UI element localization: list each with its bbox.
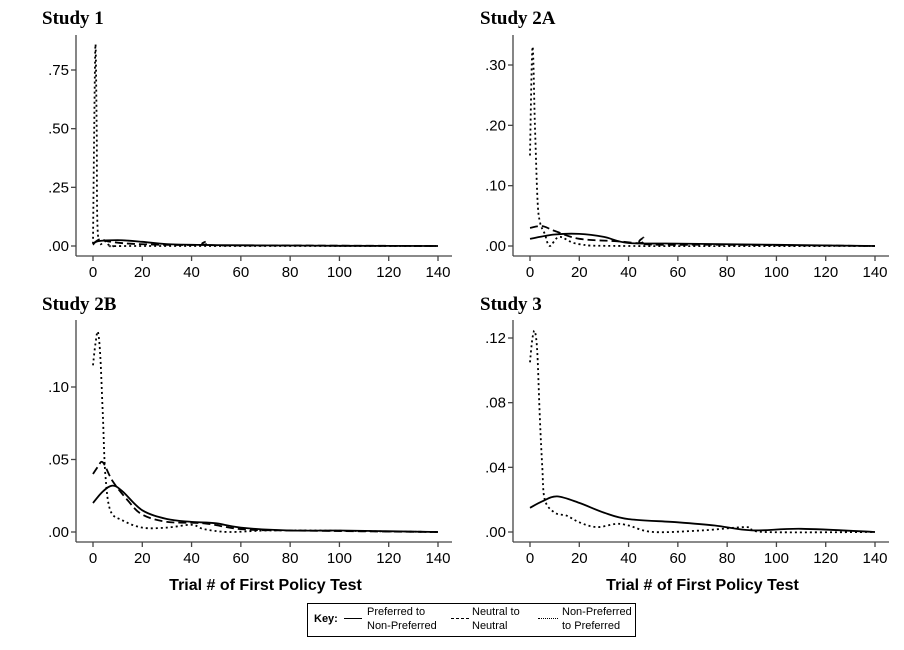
series-line-dotted [92, 330, 439, 533]
legend: Key: Preferred to Non-Preferred Neutral … [307, 603, 636, 637]
series-line-solid [529, 495, 876, 533]
x-tick-label: 100 [327, 550, 352, 567]
y-tick-label: .00 [485, 524, 506, 541]
panel-title: Study 3 [480, 294, 542, 315]
x-tick-label: 100 [327, 264, 352, 281]
x-tick-label: 120 [813, 264, 838, 281]
y-tick-label: .20 [485, 117, 506, 134]
x-tick-label: 0 [89, 264, 97, 281]
x-tick-label: 60 [233, 550, 250, 567]
series-line-dashed [529, 225, 876, 247]
x-tick-label: 80 [719, 550, 736, 567]
x-tick-label: 100 [764, 550, 789, 567]
x-tick-label: 80 [282, 264, 299, 281]
legend-label: Neutral [472, 620, 508, 632]
x-tick-label: 20 [134, 550, 151, 567]
x-tick-label: 140 [862, 550, 887, 567]
x-tick-label: 120 [813, 550, 838, 567]
x-tick-label: 0 [89, 550, 97, 567]
y-tick-label: .75 [48, 62, 69, 79]
y-tick-label: .04 [485, 459, 506, 476]
y-tick-label: .08 [485, 395, 506, 412]
x-tick-label: 20 [571, 550, 588, 567]
y-tick-label: .00 [48, 524, 69, 541]
y-tick-label: .00 [485, 238, 506, 255]
y-tick-label: .10 [48, 379, 69, 396]
x-tick-label: 80 [282, 550, 299, 567]
legend-label: Non-Preferred [367, 620, 437, 632]
series-line-dotted [92, 43, 438, 248]
legend-title: Key: [314, 613, 338, 625]
x-tick-label: 40 [620, 550, 637, 567]
x-tick-label: 0 [526, 264, 534, 281]
panel-title: Study 2B [42, 294, 117, 315]
series-line-dotted [529, 329, 876, 534]
x-tick-label: 40 [183, 550, 200, 567]
x-tick-label: 0 [526, 550, 534, 567]
x-tick-label: 140 [425, 550, 450, 567]
y-tick-label: .30 [485, 57, 506, 74]
x-tick-label: 20 [571, 264, 588, 281]
x-tick-label: 40 [183, 264, 200, 281]
legend-dotted-swatch [538, 618, 558, 619]
x-tick-label: 120 [376, 550, 401, 567]
series-line-dashed [92, 238, 439, 247]
x-tick-label: 60 [670, 550, 687, 567]
legend-label: Preferred to [367, 606, 426, 618]
y-tick-label: .10 [485, 178, 506, 195]
x-tick-label: 120 [376, 264, 401, 281]
series-line-dashed [92, 460, 439, 533]
series-line-solid [92, 484, 439, 533]
x-tick-label: 140 [425, 264, 450, 281]
x-tick-label: 80 [719, 264, 736, 281]
legend-solid-swatch [344, 618, 362, 619]
x-tick-label: 140 [862, 264, 887, 281]
y-tick-label: .05 [48, 452, 69, 469]
x-tick-label: 60 [670, 264, 687, 281]
x-tick-label: 100 [764, 264, 789, 281]
legend-label: to Preferred [562, 620, 621, 632]
y-tick-label: .12 [485, 330, 506, 347]
x-axis-label: Trial # of First Policy Test [169, 577, 362, 594]
y-tick-label: .00 [48, 238, 69, 255]
series-line-dotted [529, 45, 876, 248]
panel-title: Study 1 [42, 8, 104, 29]
y-tick-label: .25 [48, 179, 69, 196]
legend-label: Non-Preferred [562, 606, 632, 618]
legend-dashed-swatch [451, 618, 469, 619]
legend-label: Neutral to [472, 606, 520, 618]
panel-title: Study 2A [480, 8, 556, 29]
x-tick-label: 40 [620, 264, 637, 281]
x-tick-label: 20 [134, 264, 151, 281]
x-tick-label: 60 [233, 264, 250, 281]
y-tick-label: .50 [48, 121, 69, 138]
x-axis-label: Trial # of First Policy Test [606, 577, 799, 594]
